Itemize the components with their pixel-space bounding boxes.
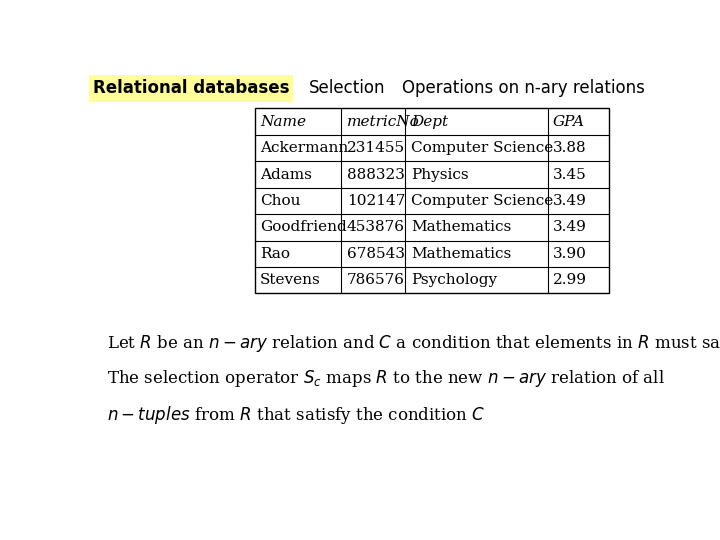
Bar <box>255 109 609 294</box>
Text: 231455: 231455 <box>347 141 405 155</box>
Text: $n-tuples$ from $R$ that satisfy the condition $C$: $n-tuples$ from $R$ that satisfy the con… <box>107 404 485 426</box>
Text: 3.90: 3.90 <box>553 247 587 261</box>
Text: 2.99: 2.99 <box>553 273 587 287</box>
Text: Relational databases: Relational databases <box>93 79 289 97</box>
Text: Ackermann: Ackermann <box>260 141 348 155</box>
Text: 3.49: 3.49 <box>553 194 587 208</box>
Text: Selection: Selection <box>308 78 385 97</box>
Text: Computer Science: Computer Science <box>411 141 553 155</box>
Text: Let $R$ be an $n-ary$ relation and $C$ a condition that elements in $R$ must sat: Let $R$ be an $n-ary$ relation and $C$ a… <box>107 333 720 354</box>
Text: Name: Name <box>260 114 306 129</box>
Text: 3.88: 3.88 <box>553 141 587 155</box>
Text: The selection operator $S_c$ maps $R$ to the new $n-ary$ relation of all: The selection operator $S_c$ maps $R$ to… <box>107 368 665 389</box>
Text: Chou: Chou <box>260 194 301 208</box>
Text: 453876: 453876 <box>347 220 405 234</box>
Text: Adams: Adams <box>260 167 312 181</box>
Text: 888323: 888323 <box>347 167 405 181</box>
Text: 102147: 102147 <box>347 194 405 208</box>
Text: 786576: 786576 <box>347 273 405 287</box>
Text: Mathematics: Mathematics <box>411 247 511 261</box>
Text: Physics: Physics <box>411 167 469 181</box>
Text: metricNo: metricNo <box>347 114 420 129</box>
Text: Stevens: Stevens <box>260 273 321 287</box>
Text: Dept: Dept <box>411 114 448 129</box>
Text: 3.45: 3.45 <box>553 167 587 181</box>
Text: 3.49: 3.49 <box>553 220 587 234</box>
Text: Goodfriend: Goodfriend <box>260 220 347 234</box>
Text: Rao: Rao <box>260 247 290 261</box>
Text: 678543: 678543 <box>347 247 405 261</box>
Text: GPA: GPA <box>553 114 585 129</box>
Text: Psychology: Psychology <box>411 273 497 287</box>
Text: Mathematics: Mathematics <box>411 220 511 234</box>
Text: Computer Science: Computer Science <box>411 194 553 208</box>
Text: Operations on n-ary relations: Operations on n-ary relations <box>402 78 645 97</box>
